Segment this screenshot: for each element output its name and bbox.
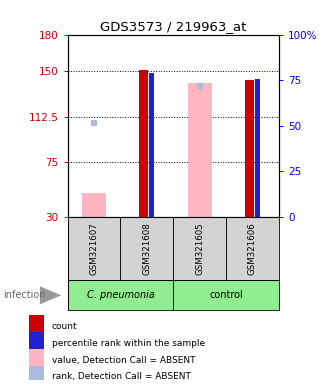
Bar xyxy=(29,349,45,367)
Bar xyxy=(68,217,120,280)
Polygon shape xyxy=(40,286,61,304)
Bar xyxy=(254,79,260,217)
Text: GSM321605: GSM321605 xyxy=(195,222,204,275)
Text: GSM321607: GSM321607 xyxy=(89,222,99,275)
Bar xyxy=(120,217,173,280)
Text: rank, Detection Call = ABSENT: rank, Detection Call = ABSENT xyxy=(51,372,190,381)
Bar xyxy=(226,217,279,280)
Bar xyxy=(139,70,149,217)
Bar xyxy=(29,332,45,351)
Text: GSM321608: GSM321608 xyxy=(142,222,151,275)
Text: C. pneumonia: C. pneumonia xyxy=(86,290,154,300)
Text: percentile rank within the sample: percentile rank within the sample xyxy=(51,339,205,348)
Bar xyxy=(173,217,226,280)
Bar xyxy=(68,280,173,310)
Bar xyxy=(29,366,45,384)
Bar xyxy=(149,73,154,217)
Text: control: control xyxy=(209,290,243,300)
Title: GDS3573 / 219963_at: GDS3573 / 219963_at xyxy=(100,20,247,33)
Text: infection: infection xyxy=(3,290,46,300)
Text: GSM321606: GSM321606 xyxy=(248,222,257,275)
Bar xyxy=(29,315,45,334)
Text: value, Detection Call = ABSENT: value, Detection Call = ABSENT xyxy=(51,356,195,364)
Text: count: count xyxy=(51,322,77,331)
Bar xyxy=(245,79,254,217)
Bar xyxy=(173,280,279,310)
Bar xyxy=(188,83,212,217)
Bar xyxy=(82,193,106,217)
